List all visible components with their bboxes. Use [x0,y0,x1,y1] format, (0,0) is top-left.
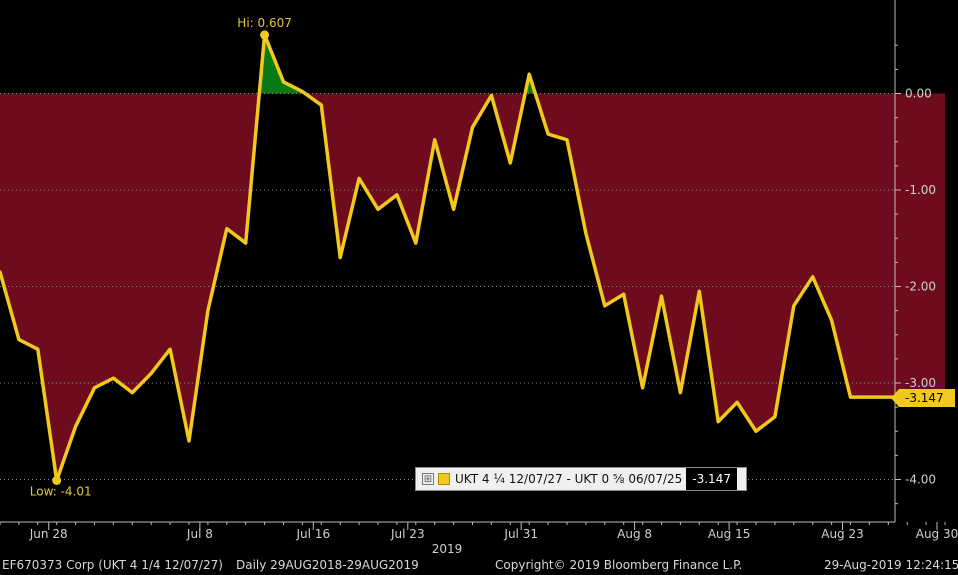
legend: ⊞ UKT 4 ¼ 12/07/27 - UKT 0 ⅝ 06/07/25 -3… [415,467,747,491]
expand-icon[interactable]: ⊞ [422,473,434,485]
y-tick-label: -1.00 [905,183,936,197]
footer-timestamp: 29-Aug-2019 12:24:15 [824,558,958,572]
area-fills [0,34,945,481]
legend-label: UKT 4 ¼ 12/07/27 - UKT 0 ⅝ 06/07/25 [455,472,683,486]
footer-bar: EF670373 Corp (UKT 4 1/4 12/07/27) Daily… [0,556,958,575]
axes: 0.00 -1.00 -2.00 -3.00 -4.00 Jun 28 Jul 8 Jul 1… [0,0,958,556]
footer-ticker: EF670373 Corp (UKT 4 1/4 12/07/27) [2,558,223,572]
x-tick-label: Jul 23 [390,527,425,541]
footer-copyright: Copyright© 2019 Bloomberg Finance L.P. [495,558,743,572]
x-tick-label: Jul 8 [186,527,213,541]
x-tick-label: Jul 16 [296,527,331,541]
low-marker [52,475,62,485]
spread-chart: 0.00 -1.00 -2.00 -3.00 -4.00 Jun 28 Jul 8 Jul 1… [0,0,958,556]
series-polyline [0,33,947,483]
y-tick-label: -3.00 [905,376,936,390]
x-tick-label: Aug 15 [708,527,751,541]
x-tick-label: Aug 8 [617,527,652,541]
x-tick-label: Aug 30 [916,527,958,541]
high-marker [260,30,270,40]
area-below-zero [0,93,945,481]
x-tick-label: Jul 31 [503,527,538,541]
x-tick-label: Aug 23 [821,527,864,541]
last-value-tag: -3.147 [891,389,955,407]
high-label: Hi: 0.607 [237,16,292,30]
low-label: Low: -4.01 [30,484,92,498]
legend-value: -3.147 [686,468,737,490]
y-tick-label: -2.00 [905,280,936,294]
annotations: Hi: 0.607 Low: -4.01 [30,16,292,499]
legend-swatch [438,473,450,485]
x-tick-label: Jun 28 [29,527,68,541]
y-tick-label: 0.00 [905,87,932,101]
y-tick-label: -4.00 [905,473,936,487]
footer-range: Daily 29AUG2018-29AUG2019 [236,558,419,572]
x-year-label: 2019 [432,542,463,556]
